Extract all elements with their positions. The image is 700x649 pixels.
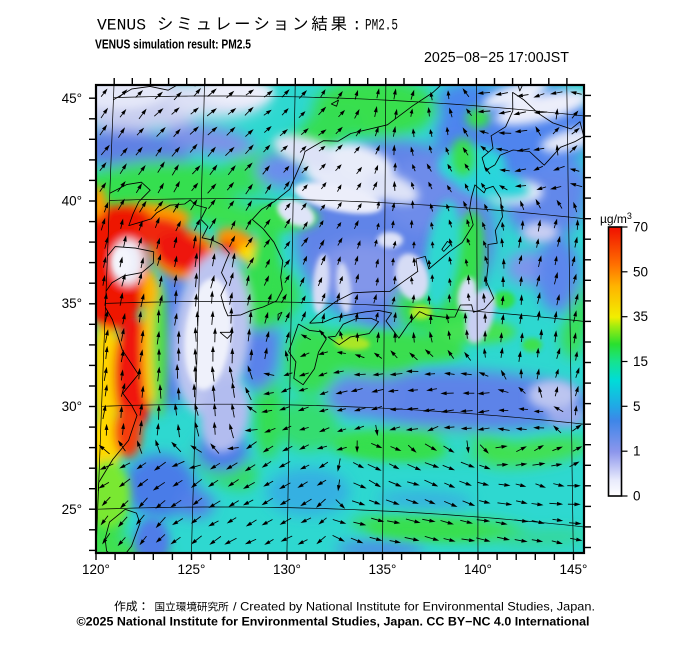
- svg-text:25°: 25°: [62, 502, 82, 517]
- svg-text:135°: 135°: [369, 562, 397, 577]
- svg-text:VENUS: VENUS: [97, 17, 146, 35]
- svg-text::: :: [352, 17, 362, 35]
- svg-text:2025−08−25 17:00JST: 2025−08−25 17:00JST: [424, 50, 569, 66]
- svg-text:µg/m3: µg/m3: [600, 211, 632, 226]
- svg-text:50: 50: [633, 264, 648, 279]
- svg-text:45°: 45°: [62, 91, 82, 106]
- svg-text:15: 15: [633, 354, 648, 369]
- svg-text:VENUS simulation result: PM2.5: VENUS simulation result: PM2.5: [95, 38, 251, 52]
- svg-text:5: 5: [633, 399, 641, 414]
- svg-text:35°: 35°: [62, 296, 82, 311]
- svg-text:120°: 120°: [82, 562, 110, 577]
- svg-text:/ Created by National Institut: / Created by National Institute for Envi…: [233, 600, 595, 614]
- svg-text:125°: 125°: [178, 562, 206, 577]
- svg-text:0: 0: [633, 489, 641, 504]
- svg-text:1: 1: [633, 444, 641, 459]
- svg-text:35: 35: [633, 309, 648, 324]
- svg-text:130°: 130°: [273, 562, 301, 577]
- svg-text:145°: 145°: [560, 562, 588, 577]
- svg-text:©2025 National Institute for E: ©2025 National Institute for Environment…: [77, 615, 590, 629]
- svg-text:30°: 30°: [62, 399, 82, 414]
- svg-text:40°: 40°: [62, 194, 82, 209]
- svg-text:PM2.5: PM2.5: [365, 17, 398, 35]
- svg-text:70: 70: [633, 220, 648, 235]
- svg-text:140°: 140°: [464, 562, 492, 577]
